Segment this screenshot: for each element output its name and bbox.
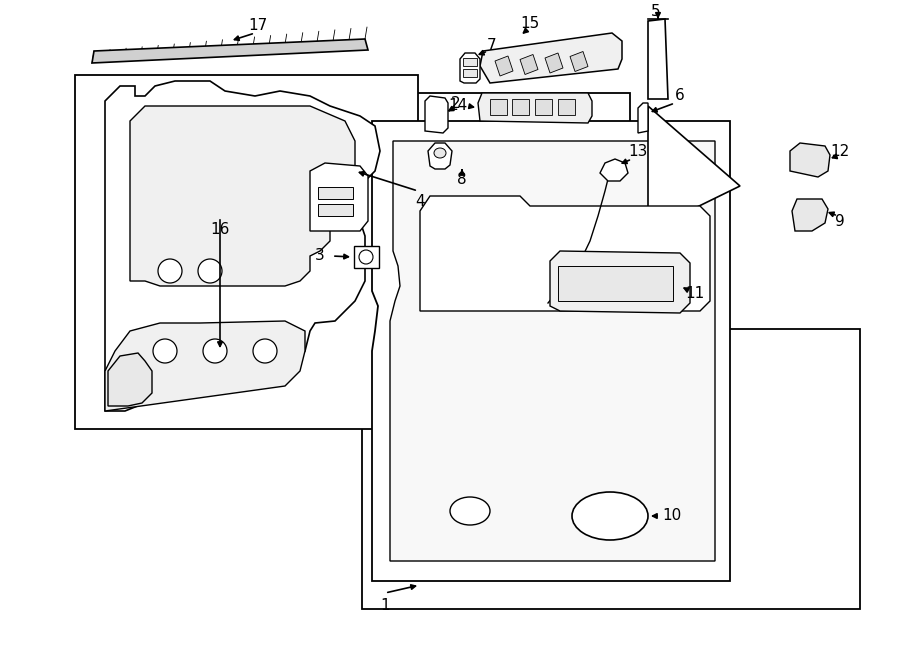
Text: 5: 5 [652, 3, 661, 19]
Text: 6: 6 [675, 89, 685, 104]
Ellipse shape [203, 339, 227, 363]
Polygon shape [108, 353, 152, 406]
Text: 16: 16 [211, 221, 230, 237]
Polygon shape [105, 81, 380, 411]
Polygon shape [550, 251, 690, 313]
Polygon shape [495, 56, 513, 76]
Text: 7: 7 [487, 38, 497, 54]
Text: 15: 15 [520, 15, 540, 30]
Text: 9: 9 [835, 214, 845, 229]
Polygon shape [428, 143, 452, 169]
Polygon shape [92, 39, 368, 63]
Text: 13: 13 [628, 143, 648, 159]
Bar [318, 187, 353, 199]
Polygon shape [648, 19, 668, 99]
Ellipse shape [572, 492, 648, 540]
Bar [535, 99, 552, 115]
Polygon shape [460, 53, 480, 83]
Bar [75, 75, 418, 429]
Polygon shape [362, 93, 860, 609]
Polygon shape [545, 53, 563, 73]
Ellipse shape [253, 339, 277, 363]
Bar [558, 266, 673, 301]
Text: 1: 1 [380, 598, 390, 613]
Ellipse shape [450, 497, 490, 525]
Polygon shape [478, 93, 592, 123]
Text: 2: 2 [451, 95, 461, 110]
Polygon shape [310, 163, 368, 231]
Bar [512, 99, 529, 115]
Polygon shape [520, 54, 538, 75]
Polygon shape [425, 96, 448, 133]
Ellipse shape [359, 250, 373, 264]
Text: 12: 12 [831, 143, 850, 159]
Polygon shape [130, 106, 355, 286]
Ellipse shape [158, 259, 182, 283]
Bar [318, 204, 353, 216]
Text: 3: 3 [315, 249, 325, 264]
Polygon shape [570, 52, 588, 71]
Bar [463, 58, 477, 66]
Text: 11: 11 [686, 286, 705, 301]
Ellipse shape [153, 339, 177, 363]
Ellipse shape [434, 148, 446, 158]
Ellipse shape [198, 259, 222, 283]
Polygon shape [790, 143, 830, 177]
Text: 8: 8 [457, 171, 467, 186]
Polygon shape [648, 106, 740, 231]
Polygon shape [480, 33, 622, 83]
Text: 10: 10 [662, 508, 681, 524]
Polygon shape [372, 121, 730, 581]
Text: 14: 14 [448, 98, 468, 114]
Bar [490, 99, 507, 115]
Polygon shape [390, 141, 715, 561]
Polygon shape [792, 199, 828, 231]
Bar [558, 99, 575, 115]
Polygon shape [420, 196, 710, 311]
Text: 17: 17 [248, 19, 267, 34]
FancyBboxPatch shape [354, 246, 379, 268]
Polygon shape [600, 159, 628, 181]
Text: 4: 4 [415, 194, 425, 208]
Polygon shape [105, 321, 305, 411]
Bar [463, 69, 477, 77]
Polygon shape [638, 103, 648, 133]
